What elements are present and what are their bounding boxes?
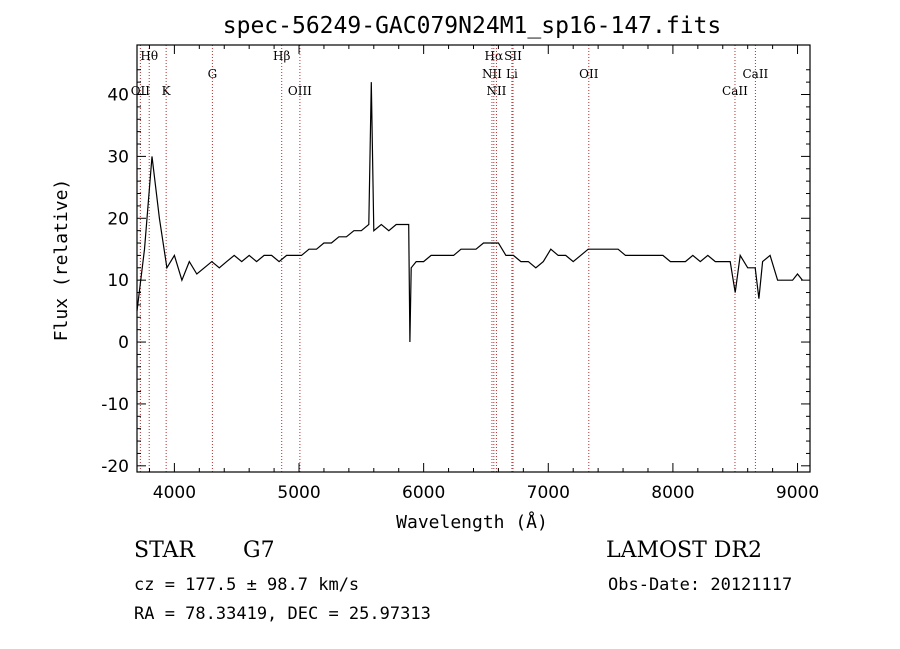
x-tick-label: 4000 (153, 483, 196, 503)
observation-date: Obs-Date: 20121117 (608, 575, 793, 595)
spectral-line-label: SII (504, 49, 522, 63)
object-subclass: G7 (243, 538, 275, 563)
survey-name: LAMOST DR2 (606, 538, 762, 563)
x-tick-label: 6000 (402, 483, 445, 503)
y-tick-label: 0 (118, 333, 129, 353)
spectral-line-label: CaII (722, 84, 748, 98)
x-tick-label: 9000 (776, 483, 819, 503)
spectral-line-label: Hθ (140, 49, 158, 63)
y-tick-label: 40 (107, 86, 129, 106)
coordinates: RA = 78.33419, DEC = 25.97313 (134, 604, 431, 624)
y-tick-label: 10 (107, 271, 129, 291)
spectral-line-label: OII (131, 84, 151, 98)
spectral-line-label: NII (486, 84, 506, 98)
x-tick-label: 8000 (651, 483, 694, 503)
y-tick-label: -10 (101, 395, 129, 415)
object-class: STAR (134, 538, 195, 563)
x-tick-label: 7000 (527, 483, 570, 503)
y-tick-label: 30 (107, 147, 129, 167)
y-axis-label: Flux (relative) (51, 179, 72, 342)
spectral-line-label: Hβ (273, 49, 290, 63)
x-tick-label: 5000 (277, 483, 320, 503)
spectral-line-label: NII (482, 67, 502, 81)
spectral-line-label: G (208, 67, 218, 81)
spectral-line-label: K (162, 84, 172, 98)
spectral-line-label: OIII (288, 84, 312, 98)
chart-title: spec-56249-GAC079N24M1_sp16-147.fits (223, 13, 722, 39)
redshift-velocity: cz = 177.5 ± 98.7 km/s (134, 575, 360, 595)
spectral-line-label: CaII (742, 67, 768, 81)
spectral-line-label: Li (506, 67, 518, 81)
spectrum-line (136, 82, 803, 343)
spectral-line-label: OII (579, 67, 599, 81)
x-axis-label: Wavelength (Å) (396, 511, 548, 533)
y-tick-label: -20 (101, 457, 129, 477)
y-tick-label: 20 (107, 209, 129, 229)
spectral-line-label: Hα (485, 49, 504, 63)
